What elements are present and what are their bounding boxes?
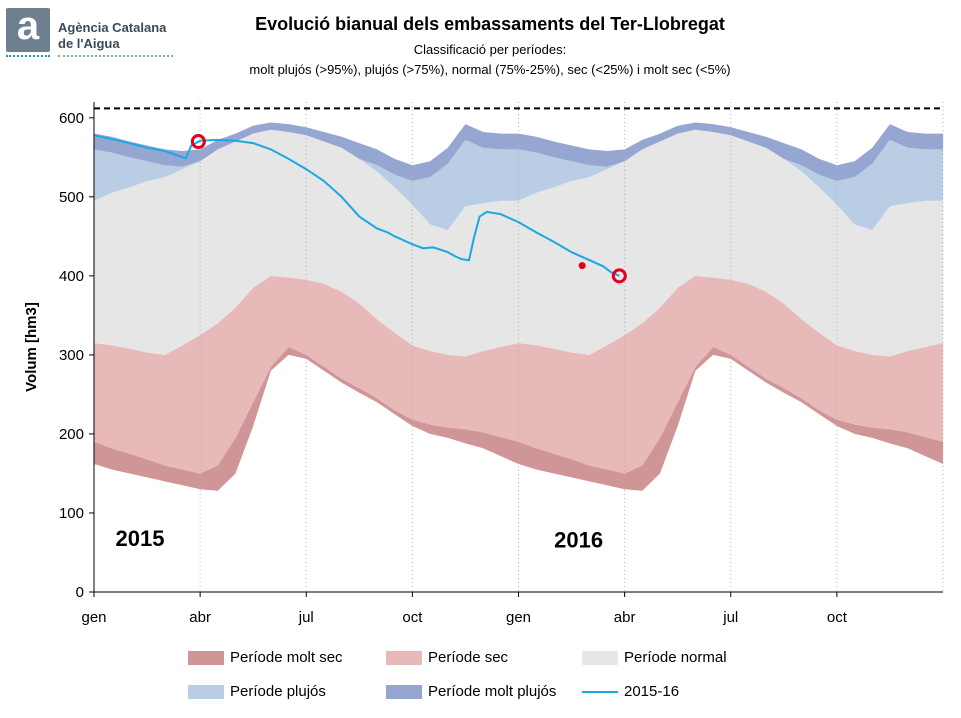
legend-item-series: 2015-16 — [582, 683, 679, 700]
legend-swatch-molt-plujos — [386, 684, 422, 699]
x-tick-label-4: gen — [506, 609, 531, 626]
marker-dot-1 — [578, 262, 586, 270]
band-plujos — [94, 129, 943, 230]
legend-swatch-sec — [386, 650, 422, 665]
y-tick-label-500: 500 — [59, 189, 84, 206]
chart-subtitle-2: molt plujós (>95%), plujós (>75%), norma… — [249, 62, 731, 77]
legend-label-normal: Període normal — [624, 649, 727, 666]
chart-subtitle-1: Classificació per períodes: — [413, 42, 567, 57]
legend-item-sec: Període sec — [386, 649, 508, 666]
axes: 0 100 200 300 400 500 600 gen abr jul oct gen abr jul… — [23, 102, 943, 626]
legend-item-normal: Període normal — [582, 649, 727, 666]
legend-item-molt-sec: Període molt sec — [188, 649, 343, 666]
x-tick-label-0: gen — [81, 609, 106, 626]
x-tick-label-1: abr — [189, 609, 211, 626]
legend-item-molt-plujos: Període molt plujós — [386, 683, 556, 700]
legend-label-plujos: Període plujós — [230, 683, 326, 700]
y-tick-label-300: 300 — [59, 347, 84, 364]
legend-line-series — [582, 690, 618, 693]
markers — [190, 134, 627, 284]
year-label-0: 2015 — [116, 526, 165, 551]
y-tick-label-0: 0 — [76, 584, 84, 601]
x-tick-label-6: jul — [722, 609, 738, 626]
y-axis-label: Volum [hm3] — [23, 302, 40, 392]
grid-lines — [93, 102, 944, 592]
legend-swatch-molt-sec — [188, 650, 224, 665]
org-name-line1: Agència Catalana — [58, 20, 167, 35]
org-dots — [58, 55, 173, 57]
marker-ring-0 — [190, 134, 206, 150]
org-name-line2: de l'Aigua — [58, 36, 120, 51]
series-lines — [93, 134, 620, 277]
y-tick-label-100: 100 — [59, 505, 84, 522]
y-tick-label-600: 600 — [59, 110, 84, 127]
x-tick-label-2: jul — [298, 609, 314, 626]
logo-letter: a — [16, 4, 40, 48]
chart-title: Evolució bianual dels embassaments del T… — [255, 14, 725, 34]
logo-dots — [6, 55, 50, 61]
legend-swatch-plujos — [188, 684, 224, 699]
x-tick-label-3: oct — [402, 609, 423, 626]
legend-label-series: 2015-16 — [624, 683, 680, 700]
legend-label-molt-plujos: Període molt plujós — [428, 683, 557, 700]
legend-label-sec: Període sec — [428, 649, 509, 666]
marker-ring-2 — [611, 268, 627, 284]
y-tick-label-200: 200 — [59, 426, 84, 443]
x-tick-label-7: oct — [827, 609, 848, 626]
aca-logo: a — [6, 4, 50, 52]
legend-swatch-normal — [582, 650, 618, 665]
series-line-0 — [93, 134, 620, 277]
legend-item-plujos: Període plujós — [188, 683, 326, 700]
y-tick-label-400: 400 — [59, 268, 84, 285]
year-label-1: 2016 — [554, 528, 603, 553]
legend-label-molt-sec: Període molt sec — [230, 649, 343, 666]
x-tick-label-5: abr — [614, 609, 636, 626]
